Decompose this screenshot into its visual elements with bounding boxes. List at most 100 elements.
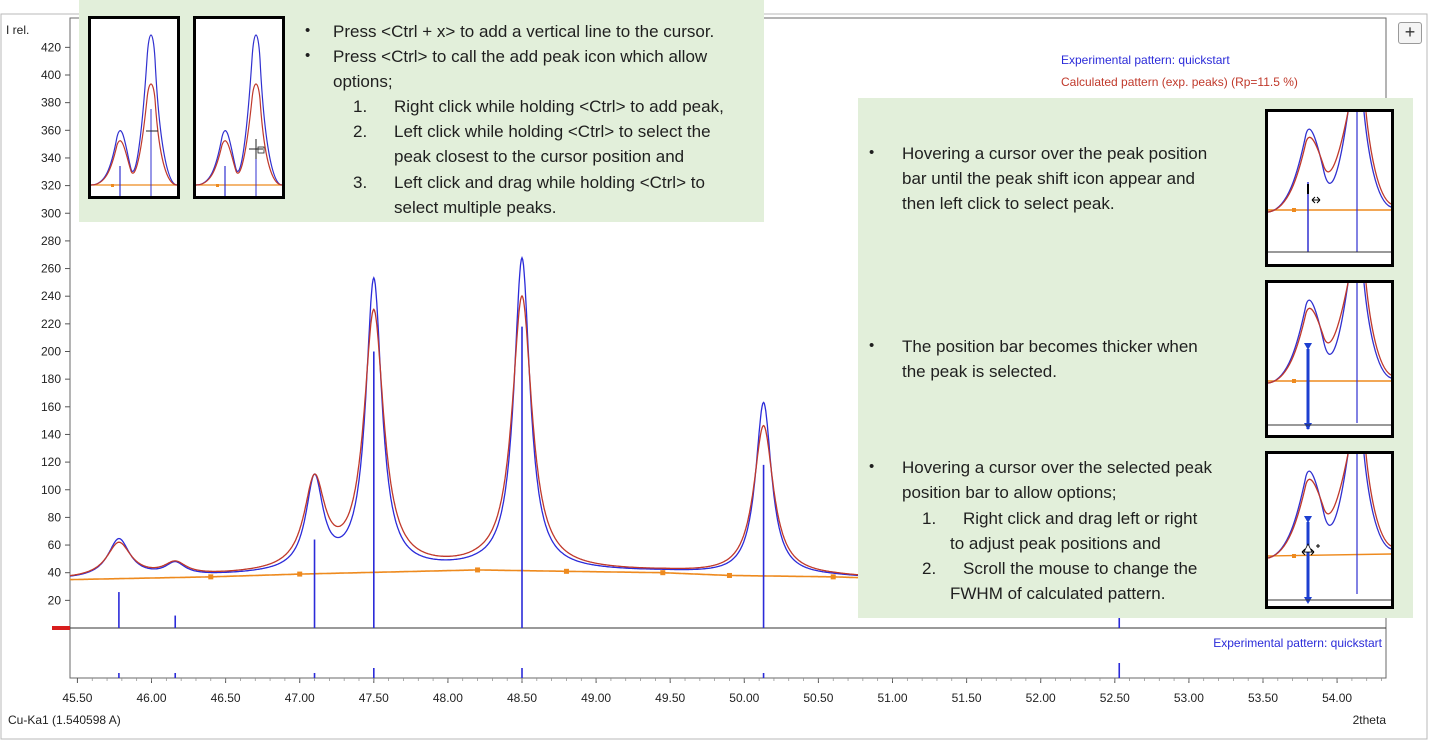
background-point [297, 571, 303, 577]
y-tick-label: 300 [41, 206, 61, 220]
numbered-index: 2. [353, 122, 368, 141]
callout-right-block2-line-2: the peak is selected. [902, 362, 1057, 381]
y-tick-label: 120 [41, 455, 61, 469]
thumbnail-vertical-line-cursor [88, 16, 180, 199]
x-tick-label: 48.50 [507, 691, 537, 705]
x-tick-label: 45.50 [62, 691, 92, 705]
y-tick-label: 400 [41, 68, 61, 82]
callout-add-peak: • Press <Ctrl + x> to add a vertical lin… [79, 0, 764, 222]
background-point [563, 568, 569, 574]
y-tick-label: 260 [41, 262, 61, 276]
numbered-index: 1. [353, 97, 368, 116]
thumbnail-vertical-line-plot [91, 34, 177, 196]
bullet-marker: • [869, 144, 875, 161]
x-tick-label: 47.00 [285, 691, 315, 705]
thumbnail-peak-shift-icon [1265, 109, 1394, 267]
calculated-pattern-line [69, 294, 880, 577]
callout-right-block3-line-1: Hovering a cursor over the selected peak [902, 458, 1212, 477]
thumbnail-selected-thick-bar [1265, 280, 1394, 438]
y-tick-label: 80 [48, 510, 62, 524]
thumbnail-add-peak-cursor [193, 16, 285, 199]
callout-right-block3-line-2: position bar to allow options; [902, 483, 1117, 502]
x-tick-label: 53.00 [1174, 691, 1204, 705]
y-tick-label: 20 [48, 593, 62, 607]
y-tick-label: 240 [41, 289, 61, 303]
background-point [660, 570, 666, 576]
callout-top-item-2-line-1: Left click while holding <Ctrl> to selec… [394, 122, 711, 141]
numbered-index: 1. [922, 509, 937, 528]
y-tick-label: 280 [41, 234, 61, 248]
callout-top-bullet-1: Press <Ctrl + x> to add a vertical line … [333, 22, 715, 41]
bullet-marker: • [305, 22, 311, 39]
expand-plus-button[interactable]: + [1398, 22, 1422, 44]
background-point [726, 572, 732, 578]
x-axis-label: 2theta [1353, 713, 1387, 727]
x-tick-label: 46.50 [211, 691, 241, 705]
numbered-index: 2. [922, 559, 937, 578]
thumbnail-adjust-peak-plot [1268, 454, 1391, 604]
thumbnail-peak-shift-plot [1268, 112, 1391, 253]
background-point [475, 567, 481, 573]
legend-calculated: Calculated pattern (exp. peaks) (Rp=11.5… [1061, 75, 1298, 89]
callout-right-block1-line-3: then left click to select peak. [902, 194, 1115, 213]
x-tick-label: 53.50 [1248, 691, 1278, 705]
background-curve [70, 569, 880, 581]
bullet-marker: • [869, 458, 875, 475]
y-tick-label: 40 [48, 566, 62, 580]
x-tick-label: 47.50 [359, 691, 389, 705]
callout-top-item-3-line-1: Left click and drag while holding <Ctrl>… [394, 173, 705, 192]
callout-top-bullet-2: Press <Ctrl> to call the add peak icon w… [333, 47, 708, 66]
x-tick-label: 49.50 [655, 691, 685, 705]
numbered-index: 3. [353, 173, 368, 192]
thumbnail-selected-bar-plot [1268, 283, 1391, 430]
callout-right-item-2-line-2: FWHM of calculated pattern. [950, 584, 1166, 603]
y-tick-label: 380 [41, 96, 61, 110]
y-axis-label: I rel. [6, 23, 29, 37]
callout-right-block1-line-1: Hovering a cursor over the peak position [902, 144, 1208, 163]
y-tick-label: 340 [41, 151, 61, 165]
bullet-marker: • [869, 337, 875, 354]
x-tick-label: 49.00 [581, 691, 611, 705]
x-tick-label: 51.00 [877, 691, 907, 705]
callout-right-item-2-line-1: Scroll the mouse to change the [963, 559, 1198, 578]
x-tick-label: 54.00 [1322, 691, 1352, 705]
y-tick-label: 180 [41, 372, 61, 386]
y-tick-label: 360 [41, 123, 61, 137]
y-tick-label: 320 [41, 179, 61, 193]
y-tick-label: 100 [41, 483, 61, 497]
y-tick-label: 420 [41, 40, 61, 54]
callout-right-item-1-line-1: Right click and drag left or right [963, 509, 1198, 528]
callout-top-bullet-2-continuation: options; [333, 72, 393, 91]
x-tick-label: 50.00 [729, 691, 759, 705]
wavelength-label: Cu-Ka1 (1.540598 A) [8, 713, 121, 727]
callout-top-item-2-line-2: peak closest to the cursor position and [394, 147, 685, 166]
y-tick-label: 140 [41, 427, 61, 441]
callout-right-item-1-line-2: to adjust peak positions and [950, 534, 1161, 553]
y-tick-label: 160 [41, 400, 61, 414]
x-tick-label: 51.50 [952, 691, 982, 705]
x-tick-label: 46.00 [136, 691, 166, 705]
y-tick-label: 60 [48, 538, 62, 552]
y-tick-label: 220 [41, 317, 61, 331]
zero-level-marker [52, 626, 70, 630]
background-point [830, 574, 836, 580]
callout-select-peak: • Hovering a cursor over the peak positi… [858, 98, 1413, 618]
callout-right-block1-line-2: bar until the peak shift icon appear and [902, 169, 1195, 188]
experimental-pattern-line [69, 256, 880, 578]
y-tick-label: 200 [41, 345, 61, 359]
thumbnail-adjust-position-fwhm [1265, 451, 1394, 609]
thumbnail-add-peak-plot [196, 34, 282, 196]
callout-right-block2-line-1: The position bar becomes thicker when [902, 337, 1198, 356]
x-tick-label: 48.00 [433, 691, 463, 705]
background-point [208, 574, 214, 580]
x-tick-label: 52.50 [1100, 691, 1130, 705]
callout-top-item-1: Right click while holding <Ctrl> to add … [394, 97, 724, 116]
callout-top-item-3-line-2: select multiple peaks. [394, 198, 557, 217]
x-tick-label: 52.00 [1026, 691, 1056, 705]
lower-panel-legend: Experimental pattern: quickstart [1213, 636, 1382, 650]
legend-experimental: Experimental pattern: quickstart [1061, 53, 1230, 67]
bullet-marker: • [305, 47, 311, 64]
x-tick-label: 50.50 [803, 691, 833, 705]
